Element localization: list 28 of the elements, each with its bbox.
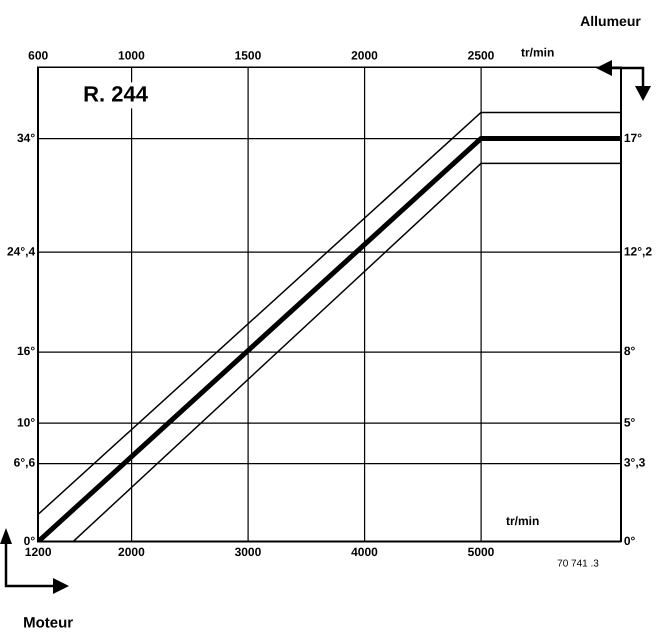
x-tick-label: 2000 [118, 545, 146, 560]
y2-tick-label: 5° [624, 415, 636, 430]
y-tick-label: 34° [17, 130, 36, 145]
y2-tick-label: 12°,2 [624, 244, 652, 259]
text: Moteur [23, 614, 74, 632]
x2-tick-label: 2500 [468, 48, 495, 63]
y-tick-label: 16° [17, 344, 36, 358]
text: 70 741 .3 [557, 558, 600, 570]
x-tick-label: 3000 [234, 545, 262, 560]
x2-tick-label: 1500 [234, 48, 262, 63]
x2-axis-title: tr/min [521, 46, 554, 60]
x2-tick-label: 2000 [351, 48, 378, 63]
y-tick-label: 0° [24, 534, 36, 548]
y-tick-label: 24°,4 [7, 244, 36, 259]
x-tick-label: 5000 [468, 545, 495, 560]
y-tick-label: 10° [17, 415, 36, 430]
x-axis-title: tr/min [506, 514, 540, 528]
annotation: R. 244 [83, 81, 149, 106]
x2-tick-label: 600 [28, 48, 48, 63]
y-tick-label: 6°,6 [14, 456, 36, 470]
y2-tick-label: 3°,3 [624, 456, 646, 470]
y2-tick-label: 0° [624, 534, 636, 548]
x-tick-label: 1200 [24, 545, 52, 560]
y2-tick-label: 17° [624, 130, 642, 145]
text: Allumeur [580, 12, 642, 29]
x2-tick-label: 1000 [118, 48, 146, 63]
x-tick-label: 4000 [351, 545, 378, 560]
y2-tick-label: 8° [624, 344, 636, 358]
